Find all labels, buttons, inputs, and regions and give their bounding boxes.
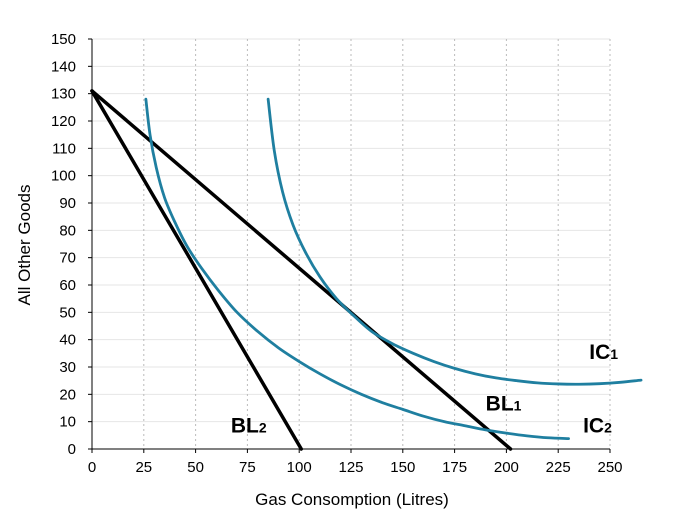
- indifference-curve-ic2: [144, 97, 570, 441]
- x-axis-title: Gas Consomption (Litres): [255, 490, 449, 509]
- x-tick-label: 0: [88, 459, 96, 476]
- y-tick-label: 50: [59, 304, 76, 321]
- y-tick-label: 110: [52, 140, 76, 157]
- x-tick-label: 50: [187, 459, 204, 476]
- x-tick-label: 100: [287, 459, 312, 476]
- y-axis-title: All Other Goods: [15, 185, 34, 306]
- y-tick-label: 10: [59, 414, 76, 431]
- y-tick-label: 30: [59, 359, 76, 376]
- curve-label-ic2: IC2: [583, 415, 612, 438]
- x-tick-label: 175: [442, 459, 467, 476]
- y-tick-label: 120: [51, 113, 76, 130]
- curve-label-bl1: BL1: [486, 393, 522, 416]
- y-tick-label: 60: [59, 277, 76, 294]
- axes: [88, 38, 611, 453]
- budget-line-bl2: [90, 89, 304, 451]
- y-tick-label: 90: [59, 195, 76, 212]
- curve-label-ic1: IC1: [589, 341, 618, 364]
- x-tick-label: 125: [338, 459, 363, 476]
- series-layer: [90, 89, 643, 451]
- budget-line-bl1: [90, 89, 513, 451]
- y-tick-label: 40: [59, 332, 76, 349]
- y-tick-label: 150: [51, 31, 76, 48]
- x-tick-label: 200: [494, 459, 519, 476]
- y-tick-label: 70: [59, 250, 76, 267]
- y-tick-label: 130: [51, 86, 76, 103]
- x-tick-label: 250: [597, 459, 622, 476]
- grid-lines: [92, 38, 611, 449]
- y-tick-label: 0: [68, 441, 76, 458]
- y-tick-label: 140: [51, 58, 76, 75]
- y-tick-label: 80: [59, 222, 76, 239]
- x-tick-label: 225: [546, 459, 571, 476]
- x-tick-label: 150: [390, 459, 415, 476]
- tick-labels: 0 10 20 30 40 50 60 70 80 90 100 110 120 130 140 150 0 25…: [51, 31, 623, 476]
- indifference-curve-ic1: [266, 97, 643, 386]
- curve-labels: IC1 BL1 IC2 BL2: [231, 341, 618, 438]
- x-tick-label: 25: [135, 459, 152, 476]
- x-tick-label: 75: [239, 459, 256, 476]
- y-tick-label: 100: [51, 168, 76, 185]
- curve-label-bl2: BL2: [231, 415, 267, 438]
- y-tick-label: 20: [59, 386, 76, 403]
